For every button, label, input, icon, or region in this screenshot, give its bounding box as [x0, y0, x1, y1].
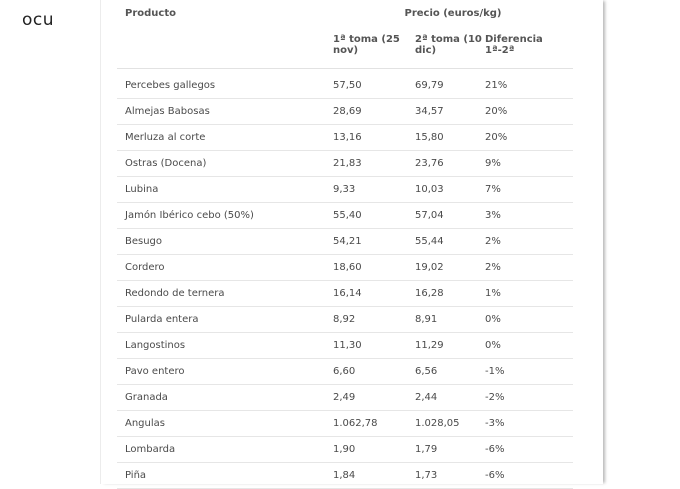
product-cell: Angulas — [117, 410, 333, 437]
product-cell: Lombarda — [117, 436, 333, 463]
table-row: Piña 1,84 1,73 -6% — [117, 462, 573, 489]
empty-header-cell — [117, 32, 333, 69]
second-price-cell: 57,04 — [415, 202, 485, 229]
product-cell: Jamón Ibérico cebo (50%) — [117, 202, 333, 229]
first-price-cell: 9,33 — [333, 176, 415, 203]
table-row: Pularda entera 8,92 8,91 0% — [117, 306, 573, 333]
difference-cell: -6% — [485, 436, 573, 463]
product-cell: Pavo entero — [117, 358, 333, 385]
table-row: Ostras (Docena) 21,83 23,76 9% — [117, 150, 573, 177]
table-row: Jamón Ibérico cebo (50%) 55,40 57,04 3% — [117, 202, 573, 229]
second-price-cell: 1,73 — [415, 462, 485, 489]
table-row: Pavo entero 6,60 6,56 -1% — [117, 358, 573, 385]
product-cell: Almejas Babosas — [117, 98, 333, 125]
first-price-cell: 18,60 — [333, 254, 415, 281]
difference-cell: 3% — [485, 202, 573, 229]
first-price-cell: 6,60 — [333, 358, 415, 385]
brand-logo-text: ocu — [22, 10, 55, 30]
first-sample-header: 1ª toma (25 nov) — [333, 32, 415, 69]
second-price-cell: 8,91 — [415, 306, 485, 333]
difference-cell: -2% — [485, 384, 573, 411]
first-price-cell: 54,21 — [333, 228, 415, 255]
table-row: Lombarda 1,90 1,79 -6% — [117, 436, 573, 463]
second-price-cell: 6,56 — [415, 358, 485, 385]
product-cell: Ostras (Docena) — [117, 150, 333, 177]
difference-cell: 2% — [485, 254, 573, 281]
table-row: Redondo de ternera 16,14 16,28 1% — [117, 280, 573, 307]
second-price-cell: 19,02 — [415, 254, 485, 281]
product-cell: Piña — [117, 462, 333, 489]
price-group-header: Precio (euros/kg) — [404, 8, 502, 19]
second-sample-header: 2ª toma (10 dic) — [415, 32, 485, 69]
first-price-cell: 11,30 — [333, 332, 415, 359]
price-table-panel: Producto Precio (euros/kg) 1ª toma (25 n… — [100, 0, 603, 489]
first-price-cell: 13,16 — [333, 124, 415, 151]
difference-cell: 1% — [485, 280, 573, 307]
product-cell: Besugo — [117, 228, 333, 255]
first-price-cell: 1,90 — [333, 436, 415, 463]
first-price-cell: 57,50 — [333, 73, 415, 99]
second-price-cell: 69,79 — [415, 73, 485, 99]
table-row: Langostinos 11,30 11,29 0% — [117, 332, 573, 359]
difference-cell: -1% — [485, 358, 573, 385]
table-row: Percebes gallegos 57,50 69,79 21% — [117, 73, 573, 99]
second-price-cell: 1.028,05 — [415, 410, 485, 437]
difference-cell: -3% — [485, 410, 573, 437]
product-cell: Redondo de ternera — [117, 280, 333, 307]
product-cell: Lubina — [117, 176, 333, 203]
first-price-cell: 2,49 — [333, 384, 415, 411]
first-price-cell: 21,83 — [333, 150, 415, 177]
difference-cell: -6% — [485, 462, 573, 489]
difference-cell: 7% — [485, 176, 573, 203]
second-price-cell: 2,44 — [415, 384, 485, 411]
second-price-cell: 10,03 — [415, 176, 485, 203]
difference-cell: 0% — [485, 332, 573, 359]
table-body: Percebes gallegos 57,50 69,79 21% Almejas Ba… — [117, 73, 573, 489]
difference-cell: 20% — [485, 98, 573, 125]
second-price-cell: 11,29 — [415, 332, 485, 359]
difference-cell: 20% — [485, 124, 573, 151]
second-price-cell: 23,76 — [415, 150, 485, 177]
product-cell: Merluza al corte — [117, 124, 333, 151]
product-cell: Pularda entera — [117, 306, 333, 333]
second-price-cell: 15,80 — [415, 124, 485, 151]
table-row: Lubina 9,33 10,03 7% — [117, 176, 573, 203]
difference-cell: 2% — [485, 228, 573, 255]
first-price-cell: 28,69 — [333, 98, 415, 125]
second-price-cell: 1,79 — [415, 436, 485, 463]
table-row: Cordero 18,60 19,02 2% — [117, 254, 573, 281]
product-cell: Langostinos — [117, 332, 333, 359]
difference-cell: 21% — [485, 73, 573, 99]
table-row: Granada 2,49 2,44 -2% — [117, 384, 573, 411]
first-price-cell: 55,40 — [333, 202, 415, 229]
table-row: Besugo 54,21 55,44 2% — [117, 228, 573, 255]
price-table: Producto Precio (euros/kg) 1ª toma (25 n… — [117, 4, 573, 489]
product-cell: Percebes gallegos — [117, 73, 333, 99]
second-price-cell: 34,57 — [415, 98, 485, 125]
product-cell: Cordero — [117, 254, 333, 281]
difference-cell: 9% — [485, 150, 573, 177]
product-cell: Granada — [117, 384, 333, 411]
first-price-cell: 16,14 — [333, 280, 415, 307]
product-column-header: Producto — [125, 8, 176, 19]
second-price-cell: 55,44 — [415, 228, 485, 255]
difference-cell: 0% — [485, 306, 573, 333]
table-row: Merluza al corte 13,16 15,80 20% — [117, 124, 573, 151]
second-price-cell: 16,28 — [415, 280, 485, 307]
table-row: Almejas Babosas 28,69 34,57 20% — [117, 98, 573, 125]
difference-header: Diferencia 1ª-2ª — [485, 32, 573, 69]
first-price-cell: 1.062,78 — [333, 410, 415, 437]
first-price-cell: 1,84 — [333, 462, 415, 489]
table-row: Angulas 1.062,78 1.028,05 -3% — [117, 410, 573, 437]
first-price-cell: 8,92 — [333, 306, 415, 333]
